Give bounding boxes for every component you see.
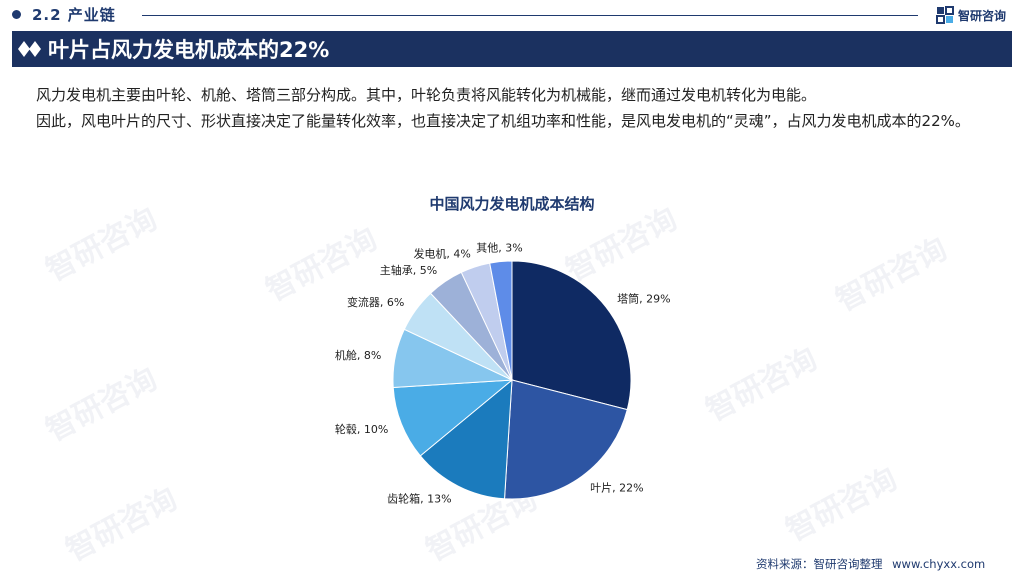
chart-title: 中国风力发电机成本结构 (429, 195, 595, 213)
diamond-icon (18, 41, 41, 57)
section-bullet-icon (12, 10, 21, 19)
pie-slice-2 (419, 378, 513, 500)
pie-label-5: 变流器, 6% (347, 295, 404, 309)
slide-title-band: 叶片占风力发电机成本的22% (12, 31, 1012, 67)
body-text: 风力发电机主要由叶轮、机舱、塔筒三部分构成。其中，叶轮负责将风能转化为机械能，继… (36, 82, 996, 134)
slide-title: 叶片占风力发电机成本的22% (48, 38, 330, 62)
pie-slice-1 (503, 379, 628, 500)
pie-slice-0 (511, 260, 632, 411)
paragraph: 因此，风电叶片的尺寸、形状直接决定了能量转化效率，也直接决定了机组功率和性能，是… (36, 112, 970, 130)
pie-label-8: 其他, 3% (476, 242, 522, 255)
header-divider (142, 15, 918, 16)
brand-name: 智研咨询 (958, 8, 1007, 23)
paragraph: 风力发电机主要由叶轮、机舱、塔筒三部分构成。其中，叶轮负责将风能转化为机械能，继… (36, 86, 817, 104)
pie-label-3: 轮毂, 10% (335, 422, 388, 436)
pie-slice-3 (392, 379, 514, 457)
pie-label-2: 齿轮箱, 13% (387, 492, 451, 506)
source-note: 资料来源：智研咨询整理 www.chyxx.com (756, 556, 991, 572)
pie-label-6: 主轴承, 5% (380, 263, 437, 277)
brand-logo-icon (936, 6, 954, 24)
source-text: 资料来源：智研咨询整理 (756, 557, 883, 571)
section-title: 2.2 产业链 (32, 6, 116, 24)
section-header: 2.2 产业链 智研咨询 (0, 0, 1024, 30)
pie-label-1: 叶片, 22% (590, 482, 643, 495)
pie-label-0: 塔筒, 29% (617, 291, 670, 305)
brand-logo: 智研咨询 (936, 5, 1006, 25)
source-url: www.chyxx.com (892, 557, 986, 571)
pie-slice-8 (489, 260, 513, 381)
pie-label-7: 发电机, 4% (413, 247, 470, 261)
pie-label-4: 机舱, 8% (335, 348, 381, 362)
